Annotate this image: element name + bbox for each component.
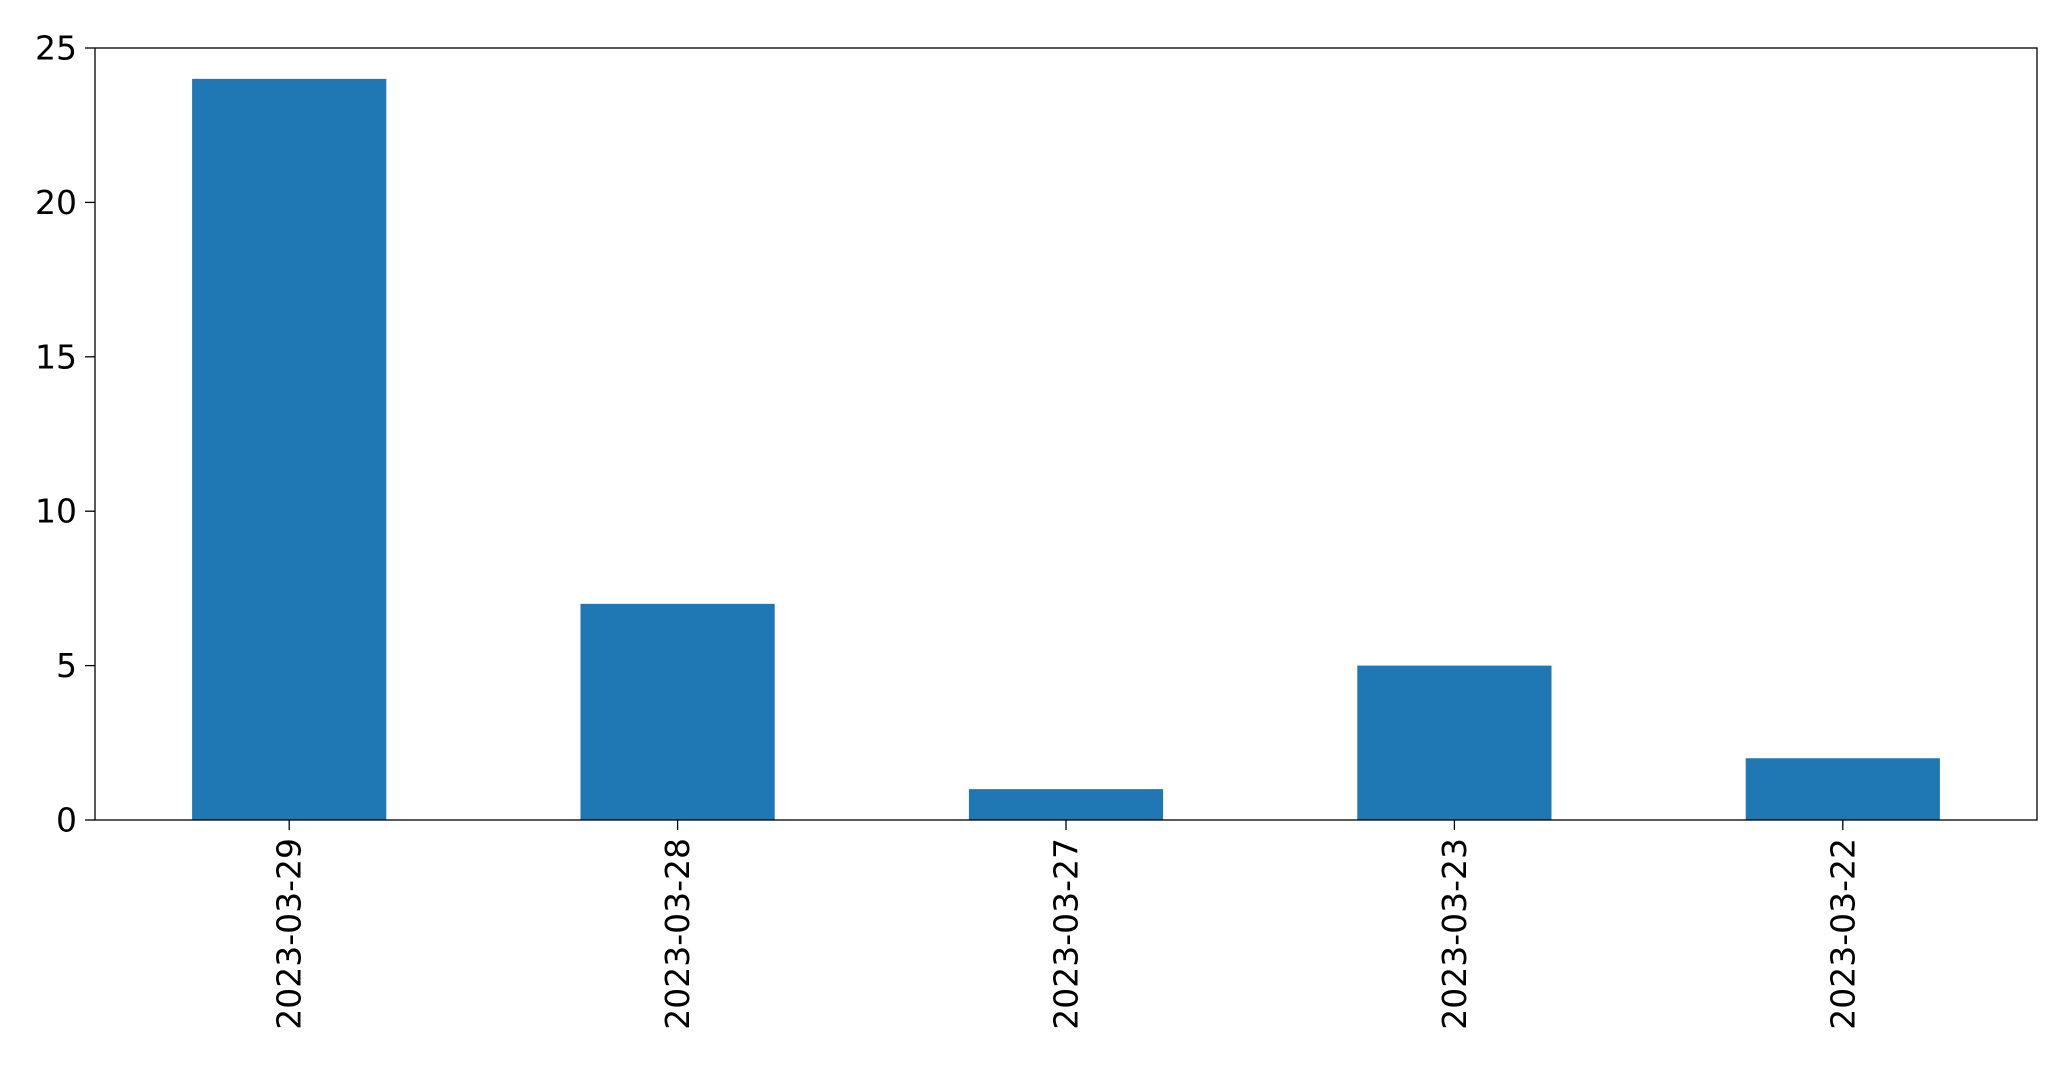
x-tick-label: 2023-03-22 [1823, 838, 1862, 1030]
x-axis: 2023-03-29 2023-03-28 2023-03-27 2023-03-23… [270, 820, 1862, 1030]
y-tick-label: 5 [56, 646, 77, 685]
bar-2023-03-29 [192, 78, 387, 820]
bar-2023-03-27 [968, 789, 1164, 820]
x-tick-label: 2023-03-28 [658, 838, 697, 1030]
y-axis: 0 5 10 15 20 25 [35, 29, 95, 840]
bars-group [192, 78, 1940, 820]
y-tick-label: 25 [35, 29, 77, 68]
x-tick-label: 2023-03-29 [270, 838, 309, 1030]
bar-2023-03-23 [1357, 665, 1552, 820]
bar-2023-03-22 [1745, 758, 1940, 820]
y-tick-label: 0 [56, 801, 77, 840]
y-tick-label: 10 [35, 492, 77, 531]
y-tick-label: 20 [35, 183, 77, 222]
x-tick-label: 2023-03-27 [1047, 838, 1086, 1030]
x-tick-label: 2023-03-23 [1435, 838, 1474, 1030]
bar-2023-03-28 [580, 603, 775, 820]
y-tick-label: 15 [35, 337, 77, 376]
plot-frame [94, 47, 2038, 821]
